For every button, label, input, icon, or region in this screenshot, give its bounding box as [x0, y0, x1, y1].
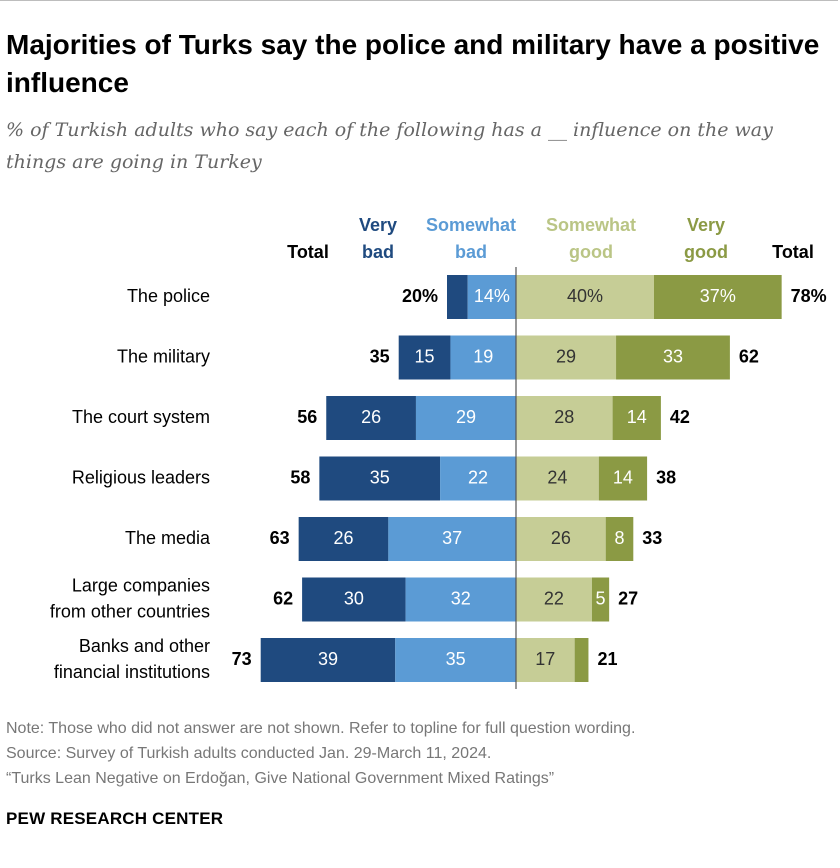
bar-very-good	[574, 638, 589, 682]
value-label-very-good: 33	[663, 346, 683, 366]
header-somewhat-bad: Somewhat	[426, 215, 516, 235]
diverging-bar-chart: Total Very bad Somewhat bad Somewhat good Very g…	[50, 215, 827, 689]
bar-very-bad	[398, 335, 451, 380]
value-label-very-good: 8	[614, 528, 624, 548]
bar-very-bad	[298, 517, 389, 561]
bar-very-bad	[326, 396, 416, 440]
value-label-somewhat-good: 26	[551, 528, 571, 548]
value-label-very-good: 14	[613, 467, 633, 487]
total-good-label: 38	[656, 467, 676, 487]
category-label: Large companies	[72, 575, 210, 595]
value-label-very-good: 14	[627, 407, 647, 427]
total-good-label: 78%	[791, 286, 827, 306]
value-label-very-bad: 39	[318, 649, 338, 669]
value-label-somewhat-bad: 29	[456, 407, 476, 427]
total-bad-label: 58	[290, 467, 310, 487]
value-label-somewhat-bad: 14%	[474, 286, 510, 306]
bar-somewhat-good	[516, 275, 654, 319]
value-label-very-bad: 35	[370, 467, 390, 487]
bar-somewhat-good	[516, 335, 617, 380]
pew-logo-text: PEW RESEARCH CENTER	[6, 809, 224, 828]
total-good-label: 33	[642, 528, 662, 548]
value-label-somewhat-good: 24	[547, 467, 567, 487]
total-bad-label: 56	[297, 407, 317, 427]
value-label-somewhat-good: 28	[554, 407, 574, 427]
bar-somewhat-good	[516, 517, 606, 561]
category-label: Banks and other	[79, 636, 210, 656]
bar-very-good	[591, 577, 610, 622]
bar-very-bad	[447, 275, 468, 319]
category-label: The military	[117, 346, 210, 366]
bar-somewhat-bad	[405, 577, 516, 622]
bar-somewhat-bad	[388, 517, 516, 561]
value-label-very-bad: 30	[344, 588, 364, 608]
header-very-good: good	[684, 242, 728, 262]
bar-very-bad	[319, 456, 441, 501]
value-label-somewhat-bad: 19	[473, 346, 493, 366]
value-label-somewhat-good: 22	[544, 588, 564, 608]
bar-somewhat-bad	[440, 456, 516, 501]
bar-very-good	[598, 456, 648, 501]
category-label: The police	[127, 286, 210, 306]
bar-very-good	[612, 396, 661, 440]
value-label-somewhat-bad: 37	[442, 528, 462, 548]
value-label-very-good: 37%	[700, 286, 736, 306]
header-somewhat-good: Somewhat	[546, 215, 636, 235]
bar-very-good	[616, 335, 730, 380]
chart-subtitle: % of Turkish adults who say each of the …	[6, 119, 773, 173]
category-label: The court system	[72, 407, 210, 427]
total-bad-label: 62	[273, 588, 293, 608]
value-label-somewhat-bad: 35	[446, 649, 466, 669]
report-title-line: “Turks Lean Negative on Erdoğan, Give Na…	[6, 770, 555, 787]
chart-notes: Note: Those who did not answer are not s…	[6, 716, 826, 791]
total-bad-label: 73	[232, 649, 252, 669]
total-good-label: 42	[670, 407, 690, 427]
value-label-very-good: 5	[596, 588, 606, 608]
value-label-very-bad: 15	[415, 346, 435, 366]
bar-somewhat-bad	[467, 275, 516, 319]
header-very-good: Very	[687, 215, 725, 235]
bar-very-good	[605, 517, 634, 561]
value-label-somewhat-good: 40%	[567, 286, 603, 306]
chart-title: Majorities of Turks say the police and m…	[6, 29, 820, 98]
note-line: Note: Those who did not answer are not s…	[6, 720, 636, 737]
header-very-bad: Very	[359, 215, 397, 235]
header-somewhat-bad: bad	[455, 242, 487, 262]
value-label-somewhat-bad: 32	[451, 588, 471, 608]
bar-somewhat-bad	[415, 396, 516, 440]
header-total-bad: Total	[287, 242, 329, 262]
value-label-very-bad: 26	[361, 407, 381, 427]
category-label: The media	[125, 528, 211, 548]
total-bad-label: 35	[370, 346, 390, 366]
header-very-bad: bad	[362, 242, 394, 262]
total-good-label: 27	[618, 588, 638, 608]
bar-very-bad	[260, 638, 396, 682]
header-somewhat-good: good	[569, 242, 613, 262]
bar-very-bad	[302, 577, 406, 622]
value-label-somewhat-bad: 22	[468, 467, 488, 487]
bar-very-good	[654, 275, 782, 319]
category-label: Religious leaders	[72, 467, 210, 487]
bar-somewhat-good	[516, 638, 575, 682]
total-bad-label: 20%	[402, 286, 438, 306]
header-total-good: Total	[772, 242, 814, 262]
category-label: from other countries	[50, 601, 210, 621]
total-bad-label: 63	[270, 528, 290, 548]
bar-somewhat-good	[516, 577, 592, 622]
value-label-very-bad: 26	[333, 528, 353, 548]
bar-somewhat-bad	[395, 638, 516, 682]
bar-somewhat-bad	[450, 335, 516, 380]
top-rule	[0, 0, 838, 1]
bar-somewhat-good	[516, 396, 613, 440]
source-line: Source: Survey of Turkish adults conduct…	[6, 745, 492, 762]
total-good-label: 62	[739, 346, 759, 366]
bar-somewhat-good	[516, 456, 599, 501]
total-good-label: 21	[597, 649, 617, 669]
value-label-somewhat-good: 29	[556, 346, 576, 366]
value-label-somewhat-good: 17	[535, 649, 555, 669]
category-label: financial institutions	[54, 662, 210, 682]
